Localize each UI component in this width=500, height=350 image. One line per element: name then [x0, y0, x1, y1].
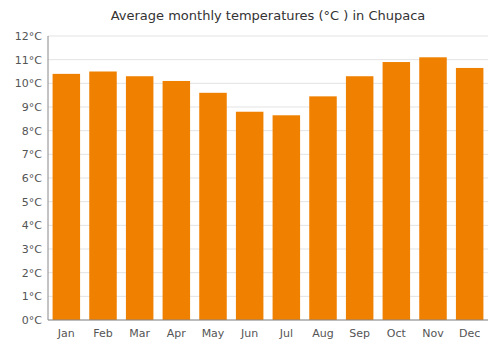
x-tick-label: May — [202, 327, 225, 340]
bar — [383, 62, 411, 320]
y-tick-label: 3°C — [22, 243, 42, 256]
x-tick-label: Feb — [93, 327, 112, 340]
x-axis — [48, 320, 488, 321]
y-tick-label: 10°C — [15, 77, 42, 90]
bar — [346, 76, 374, 320]
grid-line — [48, 320, 488, 321]
x-tick-label: Jan — [57, 327, 75, 340]
bar — [419, 57, 447, 320]
x-tick-label: Mar — [129, 327, 150, 340]
x-tick-label: Nov — [422, 327, 444, 340]
bar — [236, 112, 264, 320]
chart: Average monthly temperatures (°C ) in Ch… — [0, 0, 500, 350]
y-tick-label: 11°C — [15, 54, 42, 67]
x-tick-label: Jul — [279, 327, 293, 340]
title: Average monthly temperatures (°C ) in Ch… — [111, 8, 426, 23]
y-tick-label: 1°C — [22, 290, 42, 303]
y-tick-label: 7°C — [22, 148, 42, 161]
y-tick-label: 0°C — [22, 314, 42, 327]
x-tick-label: Aug — [312, 327, 333, 340]
y-tick-label: 9°C — [22, 101, 42, 114]
bar — [199, 93, 227, 320]
x-tick-label: Dec — [459, 327, 480, 340]
x-tick-label: Oct — [387, 327, 407, 340]
y-axis — [48, 36, 49, 320]
y-tick-label: 2°C — [22, 267, 42, 280]
y-tick-label: 5°C — [22, 196, 42, 209]
grid-line — [48, 36, 488, 37]
x-tick-label: Jun — [240, 327, 258, 340]
grid — [48, 36, 488, 320]
y-tick-label: 4°C — [22, 219, 42, 232]
y-tick-label: 6°C — [22, 172, 42, 185]
bar — [163, 81, 191, 320]
bar — [89, 72, 117, 321]
y-tick-label: 12°C — [15, 30, 42, 43]
y-tick-label: 8°C — [22, 125, 42, 138]
x-tick-label: Sep — [349, 327, 370, 340]
bar — [53, 74, 80, 320]
bar — [309, 96, 337, 320]
x-tick-label: Apr — [167, 327, 187, 340]
bar — [273, 115, 301, 320]
bar — [456, 68, 484, 320]
bars — [53, 57, 484, 320]
bar — [126, 76, 153, 320]
